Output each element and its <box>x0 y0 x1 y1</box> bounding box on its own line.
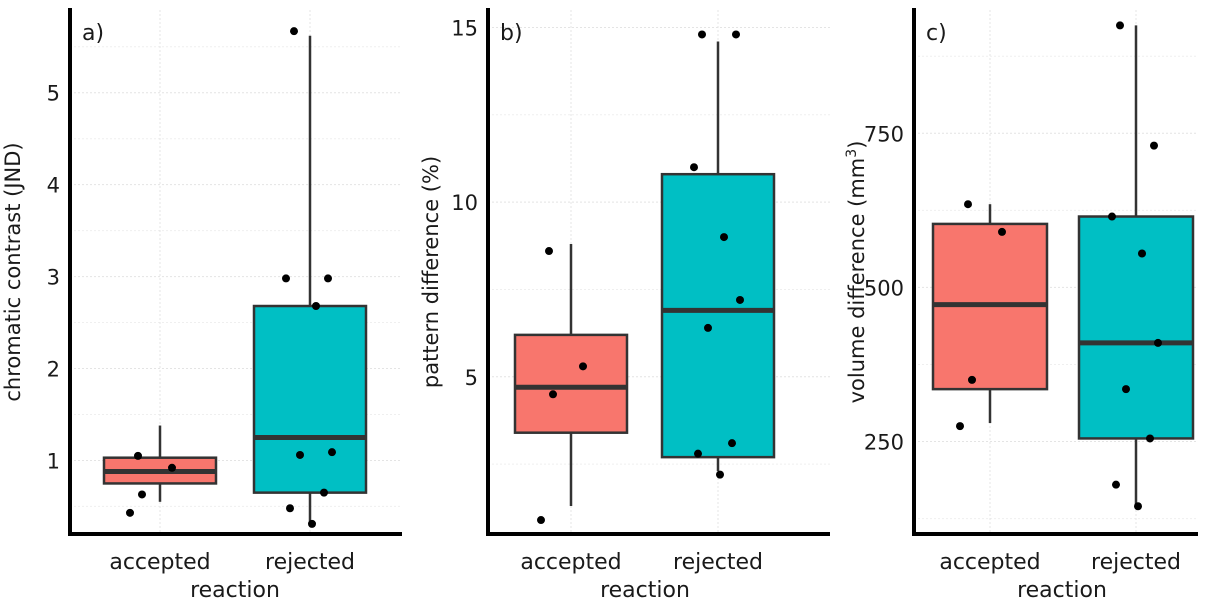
data-point <box>968 375 976 384</box>
data-point <box>1154 338 1162 347</box>
data-point <box>728 439 736 448</box>
x-tick-label: accepted <box>520 550 621 575</box>
data-point <box>290 27 298 36</box>
panel-label: c) <box>926 21 947 46</box>
data-point <box>308 519 316 528</box>
data-point <box>732 30 740 39</box>
data-point <box>126 508 134 517</box>
y-axis-label: volume difference (mm3) <box>844 141 869 404</box>
data-point <box>324 274 332 283</box>
data-point <box>168 463 176 472</box>
data-point <box>549 390 557 399</box>
data-point <box>537 516 545 525</box>
x-axis-label: reaction <box>600 578 690 603</box>
y-tick-label: 2 <box>47 358 60 382</box>
data-point <box>720 233 728 242</box>
x-tick-label: accepted <box>109 550 210 575</box>
data-point <box>736 295 744 304</box>
data-point <box>286 504 294 513</box>
data-point <box>1146 434 1154 443</box>
box-accepted <box>513 333 629 434</box>
y-tick-label: 15 <box>451 16 478 40</box>
data-point <box>1112 480 1120 489</box>
y-tick-label: 5 <box>465 366 478 390</box>
data-point <box>964 200 972 209</box>
data-point <box>1138 249 1146 258</box>
data-point <box>1108 212 1116 221</box>
data-point <box>282 274 290 283</box>
data-point <box>545 247 553 256</box>
y-tick-label: 500 <box>864 276 904 300</box>
y-tick-label: 10 <box>451 191 478 215</box>
x-tick-label: accepted <box>939 550 1040 575</box>
data-point <box>1134 502 1142 511</box>
x-axis-label: reaction <box>190 578 280 603</box>
y-tick-label: 750 <box>864 122 904 146</box>
y-axis-label: pattern difference (%) <box>419 156 443 388</box>
data-point <box>320 488 328 497</box>
y-tick-label: 250 <box>864 431 904 455</box>
data-point <box>694 449 702 458</box>
panel-label: a) <box>82 21 104 46</box>
box-rejected <box>660 172 776 459</box>
x-tick-label: rejected <box>1091 550 1181 575</box>
y-tick-label: 5 <box>47 82 60 106</box>
y-tick-label: 3 <box>47 266 60 290</box>
y-axis-label: chromatic contrast (JND) <box>1 142 25 401</box>
data-point <box>134 451 142 460</box>
data-point <box>1150 141 1158 150</box>
chart-panel-1: 1 2 3 4 5 accepted rejected reaction chromatic c… <box>1 8 402 603</box>
x-tick-label: rejected <box>265 550 355 575</box>
x-axis-label: reaction <box>1017 578 1107 603</box>
y-tick-label: 4 <box>47 174 60 198</box>
data-point <box>312 302 320 311</box>
data-point <box>138 490 146 499</box>
data-point <box>690 163 698 172</box>
box-rejected <box>1077 215 1195 440</box>
data-point <box>1122 385 1130 394</box>
x-tick-label: rejected <box>673 550 763 575</box>
data-point <box>296 450 304 459</box>
data-point <box>998 227 1006 236</box>
y-tick-label: 1 <box>47 449 60 473</box>
chart-panel-3: 250 500 750 accepted rejected reaction volume … <box>844 8 1198 603</box>
data-point <box>704 323 712 332</box>
data-point <box>579 362 587 371</box>
chart-panel-2: 5 10 15 accepted rejected reaction pattern dif… <box>419 8 830 603</box>
data-point <box>1116 21 1124 30</box>
data-point <box>716 470 724 479</box>
data-point <box>956 422 964 431</box>
data-point <box>698 30 706 39</box>
data-point <box>328 448 336 457</box>
panel-label: b) <box>500 21 523 46</box>
box-rejected <box>252 304 368 494</box>
